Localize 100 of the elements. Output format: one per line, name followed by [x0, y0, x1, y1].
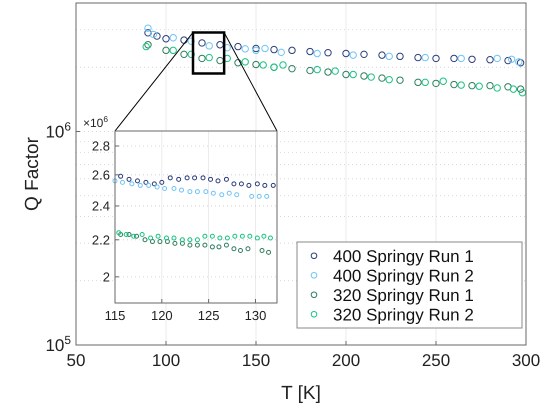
point — [200, 175, 206, 180]
point — [120, 180, 125, 185]
point — [261, 234, 266, 239]
point — [256, 194, 262, 199]
point — [414, 78, 422, 86]
point — [288, 64, 296, 72]
point — [314, 50, 321, 58]
point — [206, 42, 213, 50]
point — [342, 50, 350, 58]
point — [254, 181, 260, 186]
legend-label: 400 Springy Run 2 — [333, 266, 474, 286]
x-tick-label: 250 — [422, 351, 450, 370]
point — [254, 236, 260, 241]
point — [432, 80, 440, 88]
point — [144, 24, 152, 32]
point — [518, 89, 526, 96]
point — [450, 80, 458, 88]
point — [494, 84, 501, 92]
point — [508, 56, 516, 63]
point — [422, 54, 429, 62]
point — [486, 82, 494, 90]
point — [216, 56, 224, 64]
point — [486, 56, 494, 64]
point — [170, 46, 177, 54]
x-axis-title: T [K] — [281, 383, 321, 404]
point — [432, 54, 440, 62]
point — [129, 181, 134, 186]
y-tick-label: 2 — [102, 269, 110, 284]
point — [180, 50, 188, 58]
point — [176, 176, 182, 182]
point — [422, 78, 429, 86]
point — [378, 51, 386, 59]
point — [216, 244, 222, 250]
x-tick-label: 120 — [150, 308, 173, 323]
point — [414, 54, 422, 62]
point — [226, 190, 232, 196]
point — [261, 44, 269, 52]
point — [134, 234, 140, 239]
point — [224, 242, 229, 248]
point — [216, 41, 224, 48]
point — [146, 182, 152, 188]
point — [194, 242, 200, 248]
point — [202, 234, 208, 239]
point — [306, 66, 314, 74]
point — [153, 32, 161, 40]
point — [210, 190, 216, 196]
point — [252, 60, 260, 68]
point — [171, 236, 176, 241]
point — [332, 67, 339, 75]
point — [458, 54, 465, 62]
x-tick-label: 125 — [198, 308, 220, 323]
point — [142, 237, 148, 242]
point — [150, 239, 155, 244]
point — [278, 48, 285, 56]
point — [234, 42, 242, 50]
point — [157, 239, 162, 244]
point — [232, 234, 238, 239]
point — [324, 49, 332, 56]
point — [187, 242, 192, 248]
point — [386, 52, 393, 60]
point — [440, 78, 447, 85]
point — [450, 54, 458, 62]
point — [180, 36, 188, 44]
point — [118, 174, 124, 179]
point — [188, 50, 195, 58]
point — [180, 237, 185, 242]
point — [171, 186, 176, 192]
point — [188, 37, 195, 45]
point — [216, 178, 221, 184]
point — [260, 248, 265, 254]
point — [124, 232, 129, 238]
point — [238, 181, 244, 186]
y-tick-label: 2.2 — [92, 232, 110, 248]
x-tick-label: 150 — [242, 351, 270, 370]
point — [342, 70, 350, 78]
y-axis-title: Q Factor — [22, 136, 43, 211]
annotation: ×10$^{6}$ — [83, 114, 108, 130]
point — [468, 82, 476, 90]
point — [231, 181, 236, 186]
point — [350, 51, 357, 59]
point — [131, 234, 136, 239]
point — [360, 50, 368, 58]
point — [178, 188, 184, 193]
point — [396, 76, 404, 84]
point — [468, 56, 476, 63]
point — [219, 192, 224, 198]
point — [162, 35, 170, 42]
point — [203, 189, 208, 194]
point — [150, 30, 158, 38]
point — [270, 46, 278, 54]
point — [143, 180, 148, 185]
point — [510, 85, 518, 93]
point — [245, 246, 250, 252]
point — [126, 176, 132, 182]
point — [249, 194, 254, 199]
point — [112, 178, 118, 184]
x-tick-label: 200 — [332, 351, 360, 370]
point — [396, 52, 404, 60]
point — [247, 234, 252, 239]
point — [234, 59, 242, 66]
